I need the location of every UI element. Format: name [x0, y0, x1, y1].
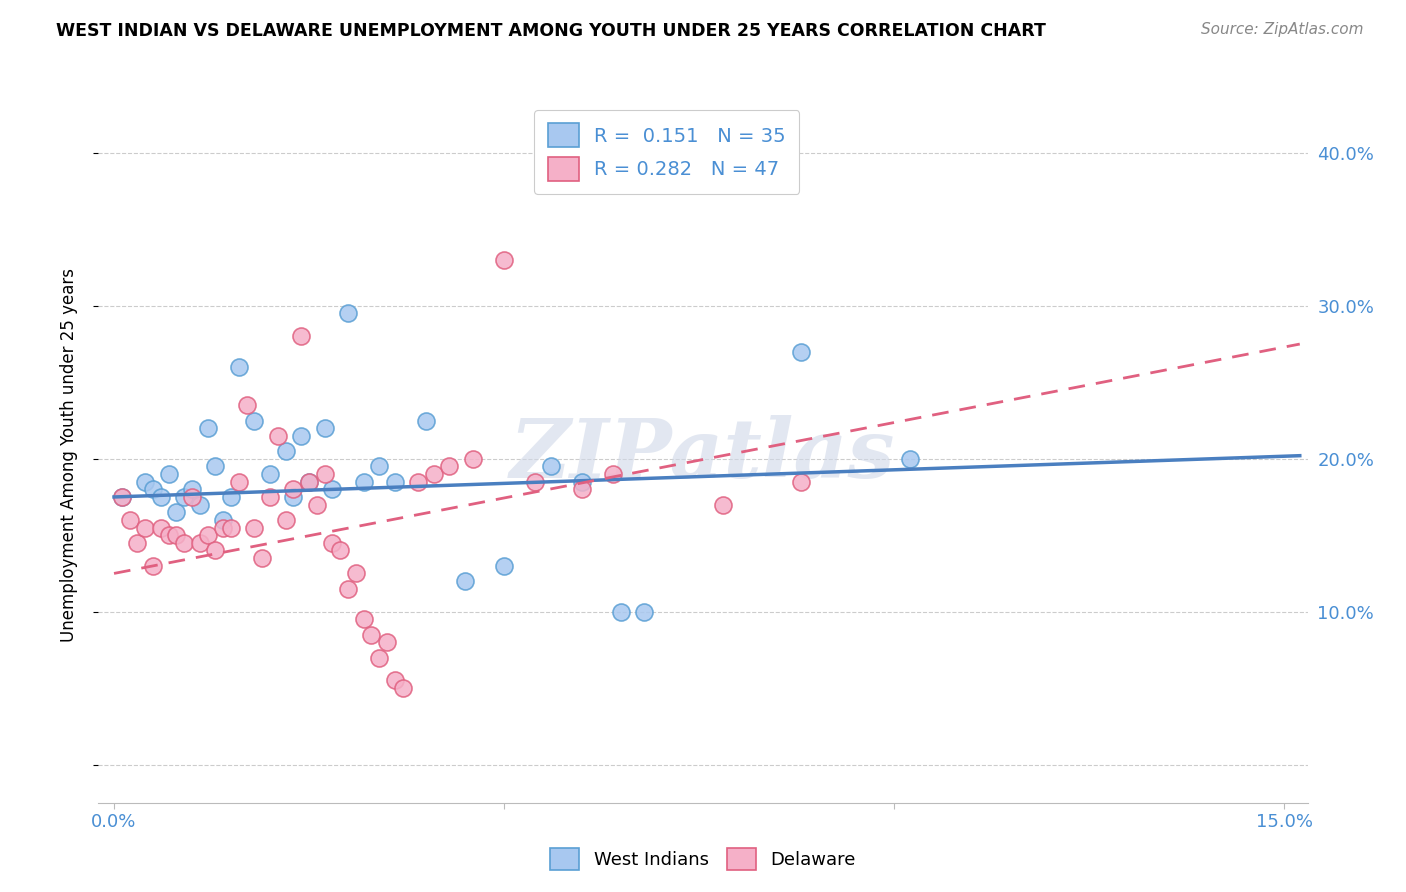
Text: ZIPatlas: ZIPatlas [510, 415, 896, 495]
Point [461, 451, 484, 466]
Point [314, 467, 336, 481]
Point [298, 475, 321, 489]
Point [415, 413, 437, 427]
Point [274, 444, 297, 458]
Point [228, 475, 250, 489]
Point [711, 498, 734, 512]
Point [494, 252, 516, 267]
Point [571, 475, 593, 489]
Point [314, 421, 336, 435]
Point [219, 490, 242, 504]
Point [134, 475, 156, 489]
Point [360, 627, 382, 641]
Point [384, 475, 406, 489]
Point [494, 558, 516, 573]
Point [173, 490, 195, 504]
Point [423, 467, 446, 481]
Point [610, 605, 633, 619]
Point [353, 475, 375, 489]
Point [118, 513, 141, 527]
Legend: West Indians, Delaware: West Indians, Delaware [543, 841, 863, 877]
Point [789, 475, 811, 489]
Point [384, 673, 406, 688]
Point [212, 513, 235, 527]
Point [368, 650, 391, 665]
Point [391, 681, 413, 695]
Point [259, 490, 281, 504]
Point [149, 520, 172, 534]
Point [368, 459, 391, 474]
Point [321, 483, 343, 497]
Point [337, 582, 360, 596]
Point [283, 490, 305, 504]
Point [165, 505, 187, 519]
Point [344, 566, 367, 581]
Point [298, 475, 321, 489]
Point [157, 528, 180, 542]
Point [235, 398, 257, 412]
Point [571, 483, 593, 497]
Point [134, 520, 156, 534]
Point [149, 490, 172, 504]
Point [142, 558, 165, 573]
Point [181, 490, 204, 504]
Point [329, 543, 352, 558]
Point [274, 513, 297, 527]
Point [212, 520, 235, 534]
Point [353, 612, 375, 626]
Point [188, 498, 211, 512]
Point [219, 520, 242, 534]
Point [127, 536, 149, 550]
Point [633, 605, 655, 619]
Text: Source: ZipAtlas.com: Source: ZipAtlas.com [1201, 22, 1364, 37]
Point [228, 359, 250, 374]
Point [321, 536, 343, 550]
Point [283, 483, 305, 497]
Point [267, 429, 290, 443]
Y-axis label: Unemployment Among Youth under 25 years: Unemployment Among Youth under 25 years [59, 268, 77, 642]
Point [375, 635, 398, 649]
Point [188, 536, 211, 550]
Point [898, 451, 921, 466]
Point [181, 483, 204, 497]
Point [602, 467, 624, 481]
Point [173, 536, 195, 550]
Text: WEST INDIAN VS DELAWARE UNEMPLOYMENT AMONG YOUTH UNDER 25 YEARS CORRELATION CHAR: WEST INDIAN VS DELAWARE UNEMPLOYMENT AMO… [56, 22, 1046, 40]
Point [290, 329, 312, 343]
Point [540, 459, 562, 474]
Point [111, 490, 134, 504]
Point [204, 543, 226, 558]
Point [243, 413, 266, 427]
Point [252, 551, 274, 566]
Point [439, 459, 461, 474]
Point [337, 306, 360, 320]
Point [243, 520, 266, 534]
Point [259, 467, 281, 481]
Point [157, 467, 180, 481]
Point [406, 475, 429, 489]
Point [197, 421, 219, 435]
Point [524, 475, 547, 489]
Point [290, 429, 312, 443]
Point [197, 528, 219, 542]
Point [111, 490, 134, 504]
Point [789, 344, 811, 359]
Point [165, 528, 187, 542]
Point [454, 574, 477, 588]
Point [142, 483, 165, 497]
Point [204, 459, 226, 474]
Point [305, 498, 328, 512]
